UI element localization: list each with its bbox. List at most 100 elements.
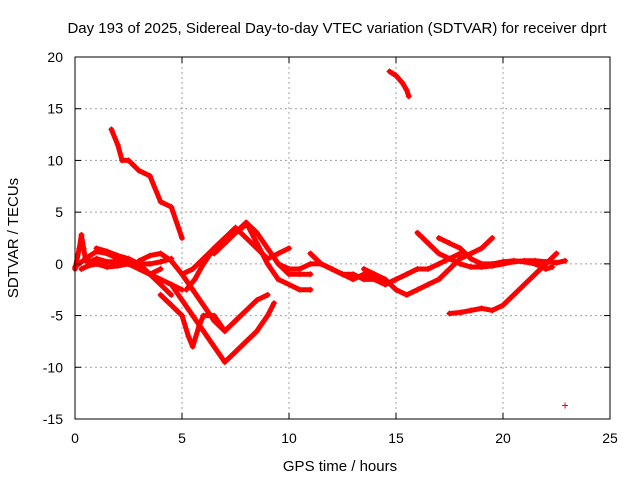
- y-tick-label: -5: [51, 308, 64, 324]
- data-point: [221, 240, 228, 247]
- series-line: [78, 261, 185, 293]
- data-point: [200, 260, 207, 267]
- data-point: [136, 266, 143, 273]
- data-point: [478, 245, 485, 252]
- x-tick-label: 0: [71, 430, 79, 446]
- data-point: [286, 271, 292, 278]
- data-point: [435, 250, 442, 257]
- data-point: [114, 262, 121, 269]
- data-point: [179, 297, 185, 304]
- data-point: [403, 291, 410, 298]
- data-point: [371, 271, 378, 278]
- data-point: [253, 297, 260, 304]
- data-point: [446, 310, 453, 317]
- data-point: [179, 271, 185, 278]
- series-line: [211, 220, 313, 277]
- series-track-7: [157, 291, 271, 350]
- data-point: [243, 338, 250, 345]
- data-point: [328, 266, 335, 273]
- data-point: [296, 266, 303, 273]
- data-point: [253, 240, 260, 247]
- data-series: [72, 68, 569, 409]
- chart-title: Day 193 of 2025, Sidereal Day-to-day VTE…: [67, 20, 607, 37]
- data-point: [521, 281, 528, 288]
- data-point: [264, 245, 271, 252]
- data-point: [104, 263, 111, 270]
- data-point: [532, 260, 539, 267]
- data-point: [446, 240, 453, 247]
- data-point: [425, 266, 432, 273]
- data-point: [446, 266, 453, 273]
- data-point: [500, 258, 506, 265]
- data-point: [189, 266, 196, 273]
- data-point: [382, 276, 389, 283]
- data-point: [146, 172, 153, 179]
- data-point: [414, 266, 421, 273]
- data-point: [350, 271, 357, 278]
- data-point: [200, 302, 207, 309]
- data-point: [521, 258, 528, 265]
- data-point: [232, 317, 239, 324]
- data-point: [232, 229, 239, 236]
- data-point: [467, 307, 474, 314]
- data-point: [264, 312, 271, 319]
- data-point: [243, 235, 250, 241]
- data-point: [211, 343, 218, 350]
- data-point: [243, 219, 250, 226]
- data-point: [371, 276, 378, 283]
- data-point: [78, 231, 85, 238]
- series-track-12: [232, 219, 314, 293]
- data-point: [185, 333, 192, 340]
- series-line: [93, 245, 174, 298]
- data-point: [403, 271, 410, 278]
- data-point: [84, 262, 91, 269]
- x-tick-label: 25: [602, 430, 618, 446]
- data-point: [179, 235, 185, 241]
- data-point: [157, 250, 164, 257]
- data-point: [93, 260, 100, 267]
- data-point: [168, 203, 175, 210]
- data-point: [264, 260, 271, 267]
- data-point: [168, 291, 175, 298]
- data-point: [136, 257, 143, 264]
- data-point: [253, 328, 260, 335]
- y-tick-label: -10: [43, 359, 63, 375]
- series-track-19: [446, 250, 560, 317]
- x-tick-label: 10: [281, 430, 297, 446]
- data-point: [93, 245, 100, 252]
- y-tick-label: 15: [47, 101, 63, 117]
- series-line: [436, 235, 555, 272]
- data-point: [243, 307, 250, 314]
- data-point: [457, 245, 464, 252]
- data-point: [360, 271, 367, 278]
- grid: [74, 56, 611, 420]
- data-point: [307, 286, 314, 293]
- data-point: [157, 276, 164, 283]
- data-point: [457, 309, 464, 316]
- data-point: [553, 250, 560, 257]
- data-point: [211, 250, 218, 257]
- data-point: [286, 281, 292, 288]
- data-point: [114, 252, 121, 259]
- data-point: [318, 260, 325, 267]
- y-tick-label: 20: [47, 49, 63, 65]
- data-point: [146, 260, 153, 267]
- data-point: [104, 248, 111, 255]
- data-point: [393, 72, 399, 79]
- data-point: [500, 302, 506, 309]
- data-point: [168, 281, 175, 288]
- data-point: [119, 157, 126, 164]
- data-point: [562, 402, 569, 409]
- data-point: [286, 266, 292, 273]
- data-point: [478, 260, 485, 267]
- data-point: [157, 291, 164, 298]
- data-point: [253, 229, 260, 236]
- data-point: [232, 348, 239, 355]
- data-point: [275, 260, 282, 267]
- data-point: [489, 235, 496, 241]
- data-point: [510, 291, 517, 298]
- series-line: [233, 220, 313, 293]
- data-point: [489, 260, 496, 267]
- data-point: [393, 276, 399, 283]
